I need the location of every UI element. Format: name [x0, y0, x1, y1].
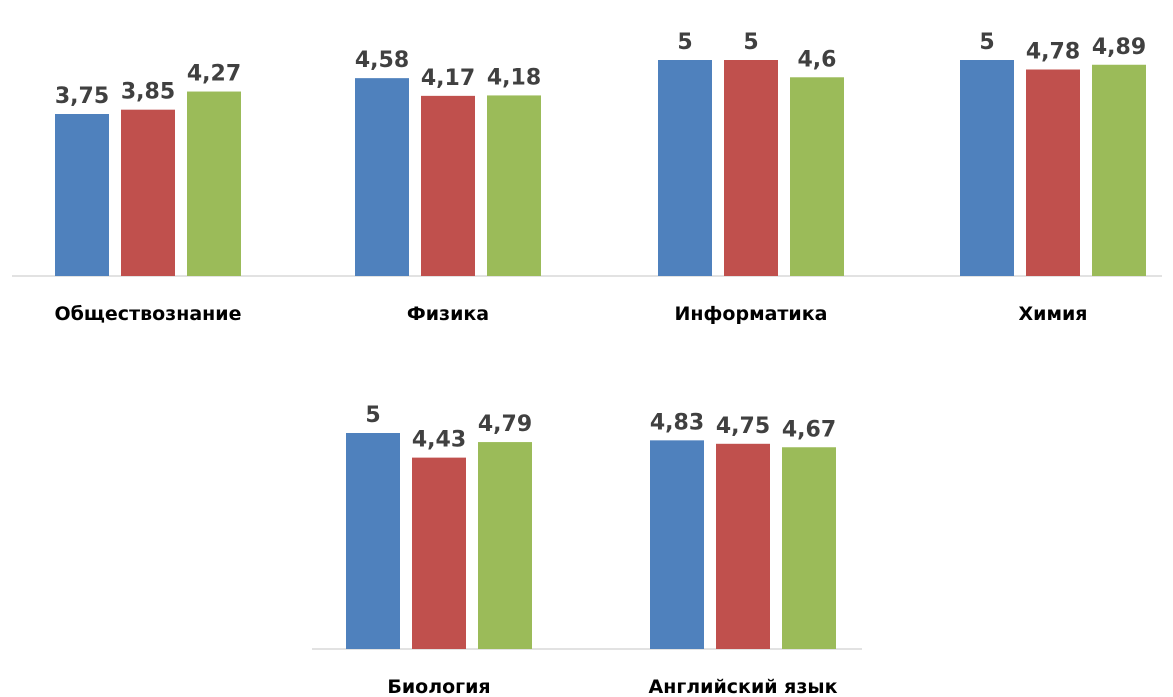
- category-label: Английский язык: [648, 676, 837, 697]
- value-label: 4,18: [487, 65, 541, 90]
- bar-4-green: [1092, 64, 1146, 276]
- bar-5-green: [478, 442, 532, 649]
- value-label: 4,67: [782, 417, 836, 442]
- bar-4-blue: [960, 60, 1014, 276]
- bar-5-red: [412, 457, 466, 649]
- category-label: Химия: [1018, 303, 1087, 325]
- bar-1-red: [121, 109, 175, 277]
- category-label: Биология: [387, 676, 490, 697]
- value-label: 4,75: [716, 414, 770, 439]
- bar-2-blue: [355, 78, 409, 276]
- value-label: 4,79: [478, 412, 532, 437]
- bars-layer: [55, 60, 1146, 649]
- value-label: 4,83: [650, 410, 704, 435]
- bar-5-blue: [346, 433, 400, 649]
- value-label: 3,75: [55, 84, 109, 109]
- bar-2-red: [421, 95, 475, 276]
- bar-4-red: [1026, 69, 1080, 276]
- value-label: 4,43: [412, 428, 466, 453]
- category-label: Информатика: [675, 303, 828, 325]
- value-label: 4,89: [1092, 35, 1146, 60]
- value-label: 5: [365, 403, 380, 428]
- value-label: 5: [743, 30, 758, 55]
- value-label: 4,78: [1026, 40, 1080, 65]
- bar-6-green: [782, 447, 836, 649]
- value-label: 4,27: [187, 62, 241, 87]
- value-label: 5: [979, 30, 994, 55]
- bar-2-green: [487, 95, 541, 276]
- category-label: Обществознание: [55, 303, 242, 325]
- bar-3-blue: [658, 60, 712, 276]
- bar-1-blue: [55, 114, 109, 276]
- category-label: Физика: [407, 303, 489, 325]
- bar-3-green: [790, 77, 844, 276]
- value-label: 3,85: [121, 80, 175, 105]
- bar-3-red: [724, 60, 778, 276]
- value-label: 4,58: [355, 48, 409, 73]
- value-label: 5: [677, 30, 692, 55]
- bar-1-green: [187, 91, 241, 276]
- value-label: 4,6: [798, 47, 837, 72]
- category-labels-layer: Обществознание Физика Информатика Химия Биол…: [55, 303, 1088, 697]
- value-labels-layer: 3,75 3,85 4,27 4,58 4,17 4,18 5 5 4,6 5 4,78 4,89 5 4…: [55, 30, 1146, 453]
- bar-6-blue: [650, 440, 704, 649]
- bar-6-red: [716, 443, 770, 649]
- value-label: 4,17: [421, 66, 475, 91]
